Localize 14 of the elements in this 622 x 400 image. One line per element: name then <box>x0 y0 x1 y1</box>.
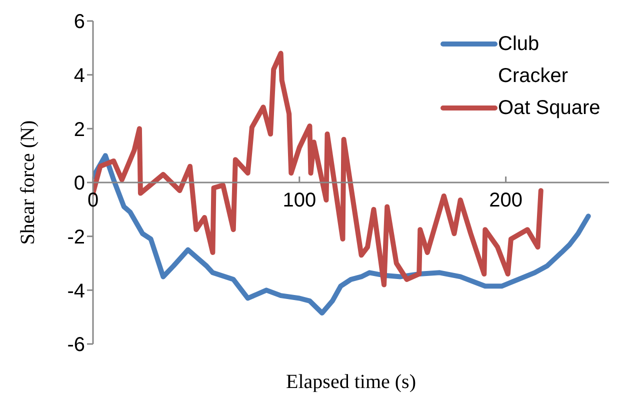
y-axis-title: Shear force (N) <box>17 120 39 245</box>
y-tick-label: -4 <box>67 280 85 302</box>
x-tick-label: 0 <box>87 190 99 212</box>
y-tick-label: 0 <box>74 172 85 195</box>
x-axis-title: Elapsed time (s) <box>286 371 416 393</box>
y-tick-label: 2 <box>74 118 85 141</box>
y-tick-label: -6 <box>67 334 85 356</box>
y-tick-label: -2 <box>67 226 85 248</box>
x-tick-label: 100 <box>282 190 316 212</box>
y-tick-label: 4 <box>74 64 85 87</box>
y-tick-label: 6 <box>74 11 85 34</box>
legend-label: Oat Square <box>498 96 600 121</box>
legend-label: Club Cracker <box>498 32 570 89</box>
x-tick-label: 200 <box>489 190 522 212</box>
